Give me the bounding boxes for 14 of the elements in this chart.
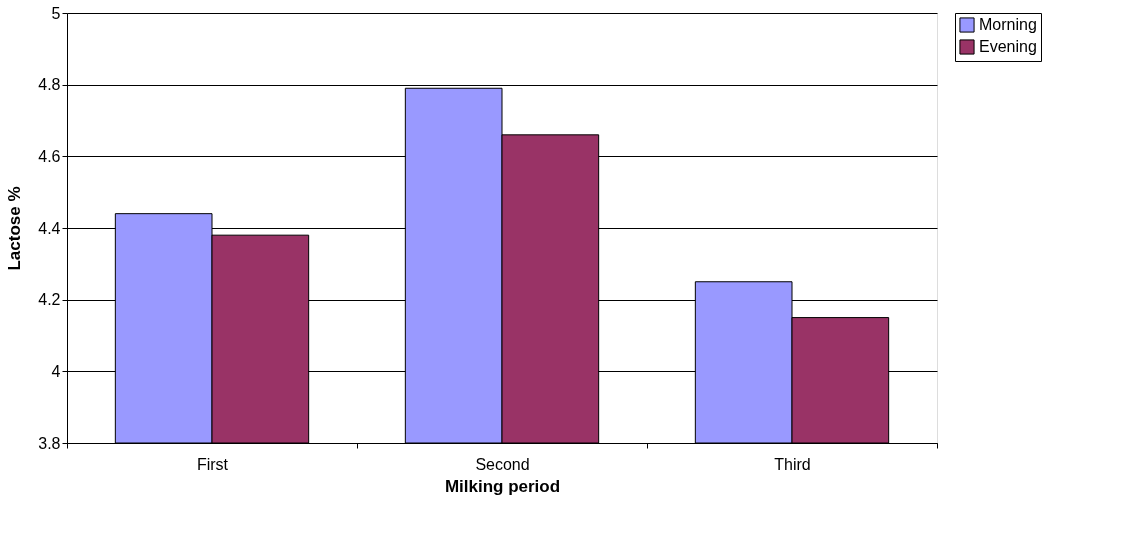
y-tick-label: 5 [51,4,61,22]
y-tick-label: 4.4 [38,219,61,237]
y-tick-label: 4 [51,362,61,380]
y-tick-label: 4.6 [38,147,61,165]
legend-label: Evening [979,38,1037,55]
x-tick-label: First [196,455,229,473]
x-tick-label: Third [774,455,811,473]
legend-label: Morning [979,16,1037,33]
x-axis-title: Milking period [444,476,561,496]
y-tick-label: 4.2 [38,291,61,309]
y-tick-label: 4.8 [38,76,61,94]
y-axis-title: Lactose % [5,186,25,271]
x-tick-label: Second [475,455,530,473]
y-tick-label: 3.8 [38,434,61,452]
